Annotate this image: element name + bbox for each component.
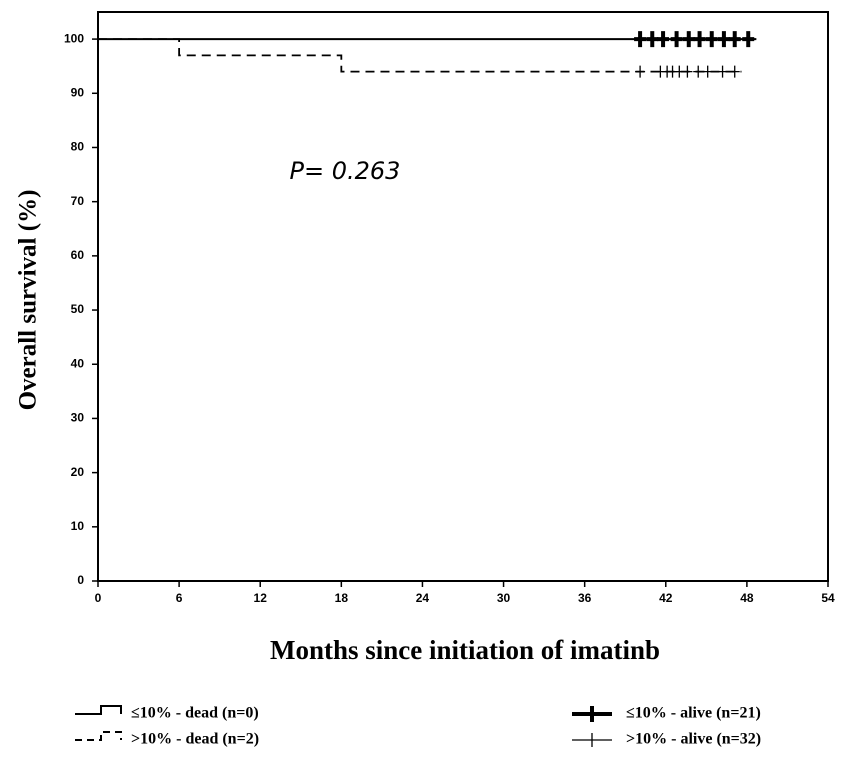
y-tick-label: 90 <box>71 85 85 99</box>
censor-mark <box>702 65 713 78</box>
y-tick-label: 10 <box>71 519 85 533</box>
censor-mark <box>693 65 704 78</box>
censor-mark <box>682 31 695 48</box>
censor-mark <box>729 65 740 78</box>
x-tick-label: 36 <box>578 591 592 605</box>
x-tick-label: 12 <box>254 591 268 605</box>
x-axis-title: Months since initiation of imatinb <box>270 635 660 665</box>
y-tick-label: 40 <box>71 356 85 370</box>
censor-mark <box>717 31 730 48</box>
y-tick-label: 50 <box>71 302 85 316</box>
legend-symbol <box>572 733 612 747</box>
p-value: P= 0.263 <box>290 157 401 185</box>
censor-mark <box>657 31 670 48</box>
y-axis-title: Overall survival (%) <box>15 190 42 411</box>
y-tick-label: 60 <box>71 248 85 262</box>
legend-symbol <box>75 705 122 715</box>
survival-line <box>98 38 742 73</box>
censor-mark <box>742 31 755 48</box>
censor-mark <box>717 65 728 78</box>
legend-label: ≤10% - alive (n=21) <box>626 705 761 722</box>
legend-label: >10% - dead (n=2) <box>131 731 259 748</box>
x-tick-label: 6 <box>176 591 183 605</box>
censor-mark <box>728 31 741 48</box>
censor-mark <box>682 65 693 78</box>
x-tick-label: 54 <box>821 591 835 605</box>
x-tick-label: 18 <box>335 591 349 605</box>
x-tick-label: 24 <box>416 591 430 605</box>
x-tick-label: 48 <box>740 591 754 605</box>
censor-mark <box>693 31 706 48</box>
legend-label: ≤10% - dead (n=0) <box>131 705 259 722</box>
y-tick-label: 80 <box>71 140 85 154</box>
y-tick-label: 20 <box>71 465 85 479</box>
censor-mark <box>634 31 647 48</box>
y-tick-label: 70 <box>71 194 85 208</box>
censor-mark <box>635 65 646 78</box>
plot-frame <box>97 11 829 582</box>
censor-mark <box>705 31 718 48</box>
legend-symbol <box>572 706 612 722</box>
y-tick-label: 100 <box>64 31 84 45</box>
y-tick-label: 0 <box>77 573 84 587</box>
x-tick-label: 0 <box>95 591 102 605</box>
legend-label: >10% - alive (n=32) <box>626 731 761 748</box>
y-tick-label: 30 <box>71 411 85 425</box>
censor-mark <box>670 31 683 48</box>
legend-symbol <box>75 731 122 741</box>
x-tick-label: 30 <box>497 591 511 605</box>
censor-mark <box>646 31 659 48</box>
x-tick-label: 42 <box>659 591 673 605</box>
